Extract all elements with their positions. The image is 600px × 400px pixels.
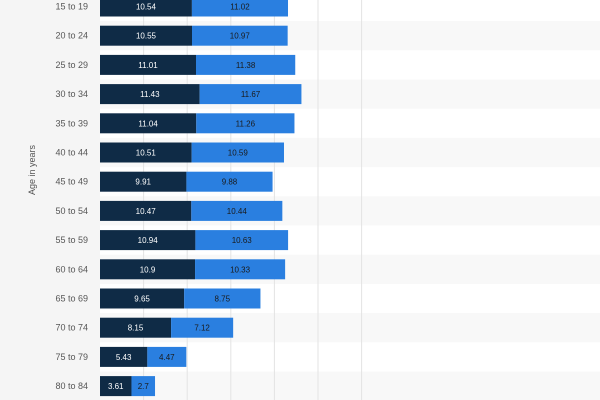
y-tick-label: 30 to 34 <box>55 89 88 99</box>
data-label-series-1: 9.65 <box>134 295 150 304</box>
bar-segment-series-2[interactable] <box>191 25 288 46</box>
data-label-series-2: 10.63 <box>232 236 253 245</box>
data-label-series-2: 8.75 <box>215 295 231 304</box>
labels-layer: 10.54 11.02 15 to 19 10.55 10.97 20 to 24 11.0… <box>55 2 260 392</box>
data-label-series-1: 5.43 <box>116 353 132 362</box>
bar-segment-series-1[interactable] <box>100 259 196 280</box>
y-tick-label: 40 to 44 <box>55 148 88 158</box>
y-tick-label: 80 to 84 <box>55 381 88 391</box>
y-tick-label: 50 to 54 <box>55 206 88 216</box>
data-label-series-2: 11.38 <box>236 61 256 70</box>
bars-layer <box>100 0 302 397</box>
data-label-series-2: 10.59 <box>228 149 249 158</box>
bar-segment-series-2[interactable] <box>195 230 289 251</box>
bar-segment-series-2[interactable] <box>184 288 261 309</box>
y-tick-label: 55 to 59 <box>55 235 88 245</box>
bar-segment-series-1[interactable] <box>100 288 185 309</box>
y-tick-label: 25 to 29 <box>55 60 88 70</box>
bar-segment-series-2[interactable] <box>186 171 273 192</box>
y-axis-title: Age in years <box>27 144 37 195</box>
bar-segment-series-2[interactable] <box>191 142 284 163</box>
y-tick-label: 70 to 74 <box>55 323 88 333</box>
bar-segment-series-1[interactable] <box>100 25 192 46</box>
data-label-series-1: 10.55 <box>136 32 157 41</box>
data-label-series-2: 10.33 <box>230 265 251 274</box>
bar-segment-series-2[interactable] <box>191 200 283 221</box>
data-label-series-1: 10.47 <box>136 207 157 216</box>
data-label-series-1: 11.43 <box>140 90 160 99</box>
data-label-series-1: 8.15 <box>128 324 144 333</box>
data-label-series-1: 11.04 <box>138 119 158 128</box>
bar-segment-series-1[interactable] <box>100 142 192 163</box>
data-label-series-2: 11.02 <box>230 3 250 12</box>
bar-segment-series-1[interactable] <box>100 171 187 192</box>
bar-segment-series-1[interactable] <box>100 84 200 105</box>
y-tick-label: 15 to 19 <box>55 2 88 12</box>
bar-segment-series-2[interactable] <box>196 54 296 75</box>
bar-segment-series-1[interactable] <box>100 230 196 251</box>
data-label-series-1: 10.94 <box>138 236 159 245</box>
bar-segment-series-1[interactable] <box>100 113 197 134</box>
bar-segment-series-2[interactable] <box>171 317 234 338</box>
bar-segment-series-2[interactable] <box>196 113 295 134</box>
data-label-series-2: 2.7 <box>138 382 150 391</box>
data-label-series-2: 7.12 <box>194 324 210 333</box>
data-label-series-2: 11.26 <box>236 119 256 128</box>
y-tick-label: 60 to 64 <box>55 264 88 274</box>
data-label-series-2: 10.44 <box>227 207 248 216</box>
bar-segment-series-2[interactable] <box>195 259 286 280</box>
bar-segment-series-2[interactable] <box>199 84 302 105</box>
data-label-series-1: 9.91 <box>135 178 151 187</box>
data-label-series-1: 3.61 <box>108 382 124 391</box>
data-label-series-1: 10.9 <box>140 265 156 274</box>
bar-segment-series-1[interactable] <box>100 54 197 75</box>
y-tick-label: 65 to 69 <box>55 294 88 304</box>
bar-segment-series-2[interactable] <box>131 376 156 397</box>
y-tick-label: 35 to 39 <box>55 118 88 128</box>
y-tick-label: 20 to 24 <box>55 31 88 41</box>
bar-segment-series-1[interactable] <box>100 376 132 397</box>
bar-segment-series-1[interactable] <box>100 346 148 367</box>
data-label-series-2: 4.47 <box>159 353 175 362</box>
bar-segment-series-1[interactable] <box>100 0 192 17</box>
y-tick-label: 75 to 79 <box>55 352 88 362</box>
data-label-series-2: 9.88 <box>222 178 238 187</box>
data-label-series-1: 10.54 <box>136 3 157 12</box>
bar-segment-series-1[interactable] <box>100 317 172 338</box>
data-label-series-1: 11.01 <box>138 61 158 70</box>
data-label-series-1: 10.51 <box>136 149 157 158</box>
bar-segment-series-2[interactable] <box>147 346 187 367</box>
bar-segment-series-1[interactable] <box>100 200 192 221</box>
y-tick-label: 45 to 49 <box>55 177 88 187</box>
bar-segment-series-2[interactable] <box>191 0 289 17</box>
data-label-series-2: 10.97 <box>230 32 251 41</box>
data-label-series-2: 11.67 <box>241 90 261 99</box>
